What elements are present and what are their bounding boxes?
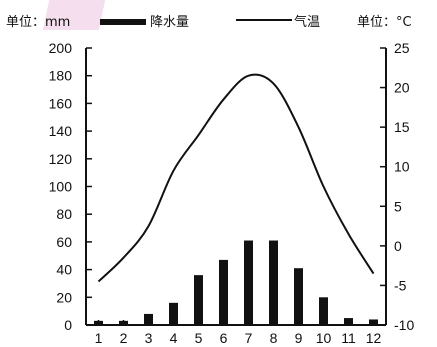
left-tick-label: 160 [49,95,73,111]
precip-bar [119,320,128,325]
left-tick-label: 40 [56,262,72,278]
temp-line [97,73,375,283]
right-tick-label: 20 [394,80,410,96]
x-tick-label: 5 [195,330,203,346]
x-tick-label: 9 [295,330,303,346]
right-tick-label: -10 [394,317,414,333]
x-tick-label: 6 [220,330,228,346]
left-tick-label: 120 [49,151,73,167]
precip-bar [144,313,153,325]
x-tick-label: 11 [341,330,356,346]
left-tick-label: 0 [64,317,72,333]
precip-bar [194,275,203,325]
temp-series-line [97,73,375,283]
right-tick-label: 10 [394,159,410,175]
left-tick-label: 20 [56,289,72,305]
precip-bar [369,319,378,325]
legend-precip-label: 降水量 [150,15,189,30]
right-axis-unit: 单位：°C [357,15,412,30]
right-tick-label: 25 [394,40,410,56]
precip-bar [269,240,278,325]
legend-temp-label: 气温 [294,14,320,30]
left-tick-label: 60 [56,234,72,250]
left-tick-label: 100 [49,179,73,195]
x-tick-label: 7 [245,330,253,346]
precip-bars [94,240,378,325]
axes [85,47,387,326]
right-tick-label: 0 [394,238,402,254]
x-tick-label: 1 [95,330,103,346]
left-tick-label: 140 [49,123,73,139]
precip-bar [169,302,178,325]
right-tick-label: 5 [394,198,402,214]
left-tick-label: 200 [49,40,73,56]
left-axis-unit: 单位：mm [6,15,70,30]
tick-labels: 020406080100120140160180200-10-505101520… [49,40,415,346]
right-tick-label: 15 [394,119,410,135]
legend-precip-swatch [100,19,146,25]
x-tick-label: 4 [170,330,178,346]
legend: 单位：mm 降水量 气温 单位：°C [6,14,412,30]
left-tick-label: 180 [49,68,73,84]
precip-bar [244,240,253,325]
x-tick-label: 8 [270,330,278,346]
left-tick-label: 80 [56,206,72,222]
precip-bar [344,318,353,325]
x-tick-label: 12 [366,330,382,346]
x-tick-label: 3 [145,330,153,346]
precip-bar [319,297,328,325]
right-tick-label: -5 [394,277,407,293]
x-tick-label: 2 [120,330,128,346]
precip-bar [219,259,228,325]
precip-bar [294,268,303,325]
precip-bar [94,320,103,325]
x-tick-label: 10 [316,330,332,346]
